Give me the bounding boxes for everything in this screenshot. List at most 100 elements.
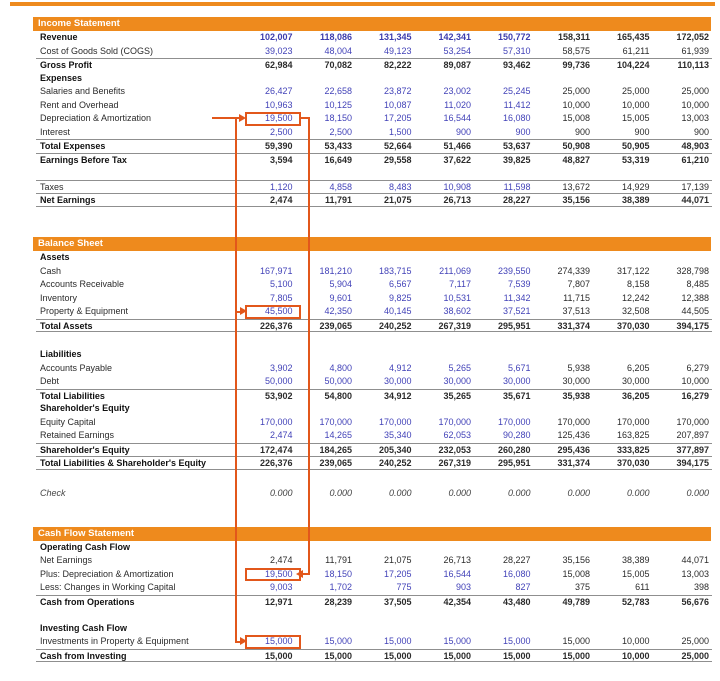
- cell-equity-capital-col6[interactable]: 170,000: [557, 416, 590, 427]
- cell-cash-from-operations-col2[interactable]: 28,239: [324, 596, 352, 607]
- cell-total-expenses-col1[interactable]: 59,390: [264, 141, 293, 151]
- cell-cost-of-goods-sold-cogs-col1[interactable]: 39,023: [264, 45, 293, 56]
- cell-retained-earnings-col1[interactable]: 2,474: [269, 430, 293, 440]
- cell-earnings-before-tax-col5[interactable]: 39,825: [502, 154, 531, 165]
- cell-gross-profit-col2[interactable]: 70,082: [324, 60, 352, 70]
- cell-total-expenses-col2[interactable]: 53,433: [324, 141, 352, 151]
- cell-rent-and-overhead-col7[interactable]: 10,000: [621, 99, 650, 110]
- cell-gross-profit-col7[interactable]: 104,224: [616, 60, 650, 70]
- cell-taxes-col7[interactable]: 14,929: [621, 181, 650, 192]
- cell-accounts-payable-col4[interactable]: 5,265: [448, 362, 471, 373]
- cell-earnings-before-tax-col2[interactable]: 16,649: [324, 154, 352, 165]
- row-label-cost-of-goods-sold-cogs[interactable]: Cost of Goods Sold (COGS): [40, 45, 154, 56]
- row-label-revenue[interactable]: Revenue: [40, 32, 78, 42]
- cell-salaries-and-benefits-col7[interactable]: 25,000: [621, 86, 650, 96]
- cell-property-equipment-col6[interactable]: 37,513: [562, 306, 590, 316]
- cell-check-col2[interactable]: 0.000: [329, 487, 352, 498]
- cell-shareholder-s-equity-col7[interactable]: 333,825: [616, 444, 650, 455]
- cell-cost-of-goods-sold-cogs-col6[interactable]: 58,575: [562, 45, 590, 56]
- row-label-net-earnings[interactable]: Net Earnings: [40, 195, 96, 205]
- row-label-investing-cash-flow[interactable]: Investing Cash Flow: [40, 622, 128, 633]
- cell-shareholder-s-equity-col3[interactable]: 205,340: [378, 444, 412, 455]
- cell-interest-col4[interactable]: 900: [455, 126, 471, 137]
- cell-salaries-and-benefits-col1[interactable]: 26,427: [264, 86, 293, 96]
- cell-rent-and-overhead-col2[interactable]: 10,125: [324, 99, 352, 110]
- row-label-cash-from-investing[interactable]: Cash from Investing: [40, 650, 127, 661]
- cell-salaries-and-benefits-col5[interactable]: 25,245: [502, 86, 531, 96]
- cell-check-col6[interactable]: 0.000: [567, 487, 590, 498]
- cell-interest-col2[interactable]: 2,500: [329, 126, 352, 137]
- row-label-less-changes-in-working-capital[interactable]: Less: Changes in Working Capital: [40, 582, 176, 592]
- cell-property-equipment-col3[interactable]: 40,145: [383, 306, 412, 316]
- row-label-plus-depreciation-amortization[interactable]: Plus: Depreciation & Amortization: [40, 568, 174, 579]
- cell-retained-earnings-col7[interactable]: 163,825: [616, 430, 650, 440]
- cell-equity-capital-col8[interactable]: 170,000: [676, 416, 709, 427]
- cell-shareholder-s-equity-col1[interactable]: 172,474: [259, 444, 293, 455]
- row-label-rent-and-overhead[interactable]: Rent and Overhead: [40, 99, 119, 110]
- cell-accounts-receivable-col6[interactable]: 7,807: [567, 279, 590, 289]
- cell-gross-profit-col6[interactable]: 99,736: [562, 60, 590, 70]
- cell-net-earnings-col8[interactable]: 44,071: [681, 555, 709, 565]
- cell-cash-from-investing-col5[interactable]: 15,000: [502, 650, 531, 661]
- cell-investments-in-property-equipment-col4[interactable]: 15,000: [443, 636, 471, 646]
- row-label-shareholder-s-equity[interactable]: Shareholder's Equity: [40, 403, 130, 413]
- cell-cash-col7[interactable]: 317,122: [616, 265, 650, 276]
- cell-total-liabilities-shareholder-s-equity-col8[interactable]: 394,175: [676, 458, 709, 468]
- cell-salaries-and-benefits-col2[interactable]: 22,658: [324, 86, 352, 96]
- row-label-equity-capital[interactable]: Equity Capital: [40, 416, 96, 427]
- cell-rent-and-overhead-col5[interactable]: 11,412: [503, 99, 531, 110]
- cell-debt-col4[interactable]: 30,000: [443, 376, 471, 386]
- cell-net-earnings-col7[interactable]: 38,389: [621, 555, 650, 565]
- row-label-gross-profit[interactable]: Gross Profit: [40, 60, 93, 70]
- cell-earnings-before-tax-col4[interactable]: 37,622: [443, 154, 471, 165]
- cell-cash-from-operations-col6[interactable]: 49,789: [562, 596, 590, 607]
- cell-total-assets-col2[interactable]: 239,065: [319, 320, 352, 331]
- cell-less-changes-in-working-capital-col6[interactable]: 375: [574, 582, 590, 592]
- cell-rent-and-overhead-col6[interactable]: 10,000: [562, 99, 590, 110]
- cell-total-liabilities-col8[interactable]: 16,279: [681, 390, 709, 401]
- cell-salaries-and-benefits-col3[interactable]: 23,872: [383, 86, 412, 96]
- cell-inventory-col1[interactable]: 7,805: [269, 292, 293, 303]
- cell-taxes-col6[interactable]: 13,672: [562, 181, 590, 192]
- cell-retained-earnings-col2[interactable]: 14,265: [324, 430, 352, 440]
- cell-shareholder-s-equity-col5[interactable]: 260,280: [497, 444, 531, 455]
- cell-cash-col2[interactable]: 181,210: [319, 265, 352, 276]
- row-label-salaries-and-benefits[interactable]: Salaries and Benefits: [40, 86, 126, 96]
- cell-interest-col5[interactable]: 900: [515, 126, 531, 137]
- cell-inventory-col2[interactable]: 9,601: [329, 292, 352, 303]
- cell-salaries-and-benefits-col6[interactable]: 25,000: [562, 86, 590, 96]
- cell-plus-depreciation-amortization-col4[interactable]: 16,544: [443, 568, 471, 579]
- cell-net-earnings-col2[interactable]: 11,791: [324, 195, 352, 205]
- cell-depreciation-amortization-col2[interactable]: 18,150: [324, 113, 352, 123]
- cell-cash-col6[interactable]: 274,339: [557, 265, 590, 276]
- cell-debt-col2[interactable]: 50,000: [324, 376, 352, 386]
- cell-accounts-receivable-col1[interactable]: 5,100: [269, 279, 293, 289]
- cell-cash-from-investing-col1[interactable]: 15,000: [264, 650, 293, 661]
- cell-accounts-receivable-col7[interactable]: 8,158: [626, 279, 650, 289]
- cell-investments-in-property-equipment-col8[interactable]: 25,000: [681, 636, 709, 646]
- row-label-investments-in-property-equipment[interactable]: Investments in Property & Equipment: [40, 636, 189, 646]
- cell-less-changes-in-working-capital-col1[interactable]: 9,003: [269, 582, 293, 592]
- cell-total-liabilities-col6[interactable]: 35,938: [562, 390, 590, 401]
- row-label-accounts-payable[interactable]: Accounts Payable: [40, 362, 113, 373]
- cell-total-expenses-col3[interactable]: 52,664: [383, 141, 412, 151]
- cell-shareholder-s-equity-col8[interactable]: 377,897: [676, 444, 709, 455]
- row-label-total-liabilities-shareholder-s-equity[interactable]: Total Liabilities & Shareholder's Equity: [40, 458, 207, 468]
- row-label-assets[interactable]: Assets: [40, 252, 70, 262]
- cell-total-expenses-col8[interactable]: 48,903: [681, 141, 709, 151]
- cell-cash-from-investing-col8[interactable]: 25,000: [681, 650, 709, 661]
- cell-plus-depreciation-amortization-col5[interactable]: 16,080: [502, 568, 531, 579]
- cell-depreciation-amortization-col6[interactable]: 15,008: [562, 113, 590, 123]
- cell-property-equipment-col5[interactable]: 37,521: [502, 306, 531, 316]
- cell-investments-in-property-equipment-col5[interactable]: 15,000: [502, 636, 531, 646]
- cell-net-earnings-col4[interactable]: 26,713: [443, 555, 471, 565]
- row-label-check[interactable]: Check: [40, 487, 66, 498]
- cell-gross-profit-col4[interactable]: 89,087: [443, 60, 471, 70]
- cell-accounts-receivable-col3[interactable]: 6,567: [388, 279, 412, 289]
- cell-total-liabilities-col7[interactable]: 36,205: [621, 390, 650, 401]
- cell-gross-profit-col3[interactable]: 82,222: [383, 60, 412, 70]
- cell-earnings-before-tax-col3[interactable]: 29,558: [383, 154, 412, 165]
- cell-accounts-payable-col6[interactable]: 5,938: [567, 362, 590, 373]
- cell-retained-earnings-col4[interactable]: 62,053: [443, 430, 471, 440]
- cell-shareholder-s-equity-col4[interactable]: 232,053: [438, 444, 471, 455]
